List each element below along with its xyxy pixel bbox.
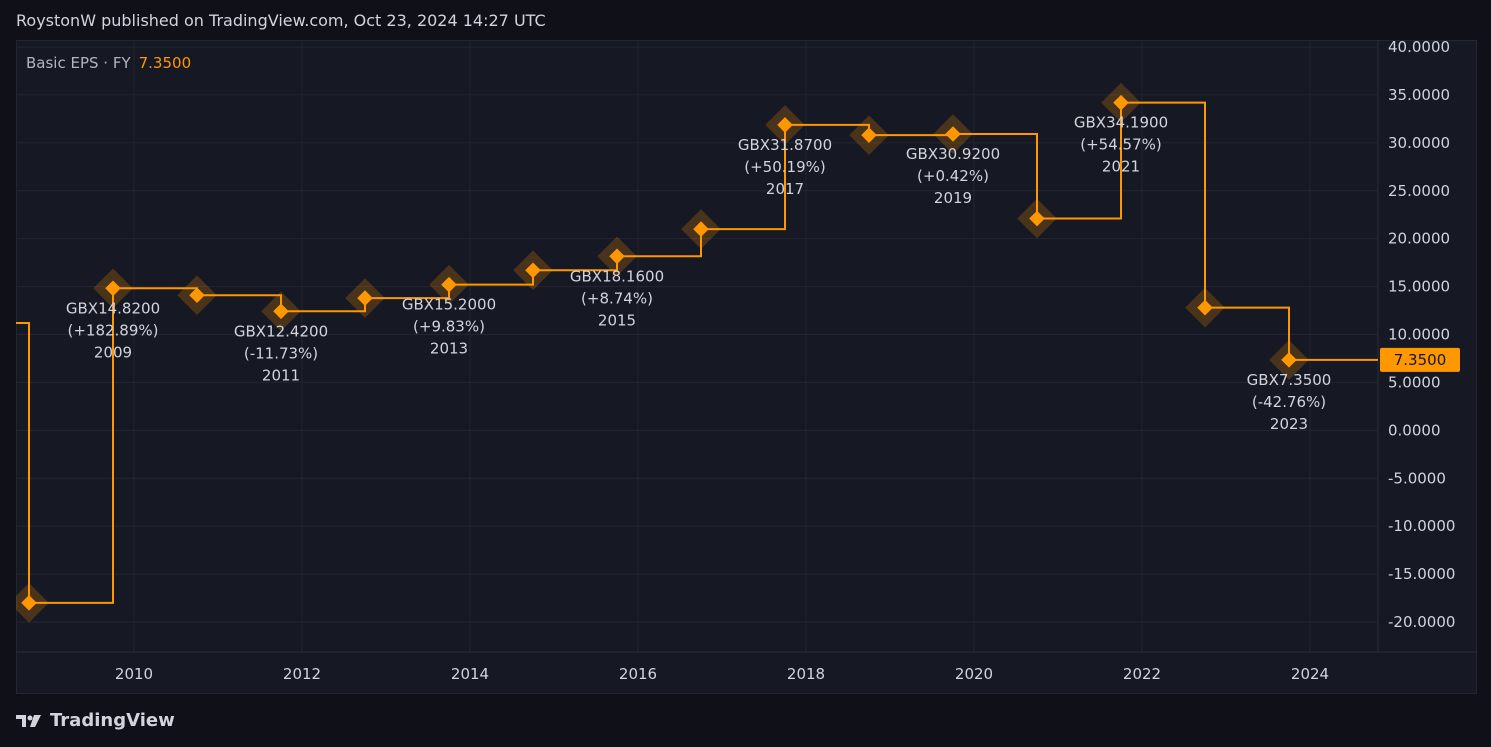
y-tick-label: -20.0000 bbox=[1388, 613, 1455, 631]
y-tick-label: 15.0000 bbox=[1388, 278, 1450, 296]
x-tick-label: 2016 bbox=[619, 665, 657, 683]
data-label: GBX34.1900 bbox=[1074, 114, 1168, 132]
data-label: GBX7.3500 bbox=[1247, 371, 1332, 389]
data-label: 2013 bbox=[430, 340, 468, 358]
data-point bbox=[1197, 299, 1213, 316]
x-tick-label: 2018 bbox=[787, 665, 825, 683]
data-label: 2017 bbox=[766, 180, 804, 198]
data-label: GBX31.8700 bbox=[738, 136, 832, 154]
last-value-label: 7.3500 bbox=[1394, 351, 1447, 369]
y-tick-label: -10.0000 bbox=[1388, 517, 1455, 535]
y-tick-label: 0.0000 bbox=[1388, 421, 1441, 439]
y-tick-label: 35.0000 bbox=[1388, 86, 1450, 104]
data-point bbox=[525, 262, 541, 279]
x-tick-label: 2012 bbox=[283, 665, 321, 683]
data-label: (+54.57%) bbox=[1080, 136, 1161, 154]
y-tick-label: -15.0000 bbox=[1388, 565, 1455, 583]
x-tick-label: 2024 bbox=[1291, 665, 1329, 683]
data-point bbox=[1029, 210, 1045, 227]
data-label: GBX18.1600 bbox=[570, 267, 664, 285]
data-label: 2011 bbox=[262, 366, 300, 384]
eps-step-chart[interactable]: 40.0000 35.0000 30.0000 25.0000 20.0000 15.00… bbox=[16, 40, 1477, 694]
data-point bbox=[105, 280, 121, 297]
x-tick-label: 2020 bbox=[955, 665, 993, 683]
data-label: (+0.42%) bbox=[917, 167, 989, 185]
data-point bbox=[1113, 94, 1129, 111]
legend-value: 7.3500 bbox=[138, 54, 192, 72]
data-label: (+182.89%) bbox=[67, 321, 158, 339]
footer-brand[interactable]: TradingView bbox=[16, 710, 175, 731]
x-tick-label: 2014 bbox=[451, 665, 489, 683]
data-point bbox=[693, 221, 709, 237]
data-label: (-11.73%) bbox=[244, 344, 318, 362]
data-label: 2023 bbox=[1270, 415, 1308, 433]
brand-name: TradingView bbox=[50, 710, 175, 731]
y-tick-label: -5.0000 bbox=[1388, 469, 1446, 487]
y-tick-label: 25.0000 bbox=[1388, 182, 1450, 200]
data-label: 2021 bbox=[1102, 158, 1140, 176]
series-legend: Basic EPS · FY 7.3500 bbox=[26, 54, 191, 72]
y-tick-label: 5.0000 bbox=[1388, 373, 1441, 391]
data-label: GBX15.2000 bbox=[402, 296, 496, 314]
y-tick-label: 30.0000 bbox=[1388, 134, 1450, 152]
y-tick-label: 20.0000 bbox=[1388, 230, 1450, 248]
data-point bbox=[189, 287, 205, 303]
data-label: 2009 bbox=[94, 343, 132, 361]
data-point bbox=[609, 248, 625, 265]
data-label: (+8.74%) bbox=[581, 289, 653, 307]
data-point bbox=[441, 276, 457, 293]
data-label: GBX30.9200 bbox=[906, 145, 1000, 163]
data-point bbox=[357, 290, 373, 306]
last-value-tag bbox=[1380, 347, 1460, 372]
x-tick-label: 2010 bbox=[115, 665, 153, 683]
data-label: 2019 bbox=[934, 189, 972, 207]
data-label: (+50.19%) bbox=[744, 158, 825, 176]
y-tick-label: 10.0000 bbox=[1388, 326, 1450, 344]
data-label: (+9.83%) bbox=[413, 318, 485, 336]
data-label: GBX14.8200 bbox=[66, 299, 160, 317]
legend-label: Basic EPS · FY bbox=[26, 54, 131, 72]
data-label: 2015 bbox=[598, 311, 636, 329]
eps-step-line bbox=[16, 101, 1378, 604]
x-tick-label: 2022 bbox=[1123, 665, 1161, 683]
y-tick-label: 40.0000 bbox=[1388, 40, 1450, 56]
data-point bbox=[1281, 352, 1297, 368]
publish-info: RoystonW published on TradingView.com, O… bbox=[16, 11, 546, 30]
chart-panel bbox=[16, 40, 1477, 694]
tradingview-logo-icon bbox=[16, 714, 41, 727]
data-label: (-42.76%) bbox=[1252, 393, 1326, 411]
data-label: GBX12.4200 bbox=[234, 322, 328, 340]
